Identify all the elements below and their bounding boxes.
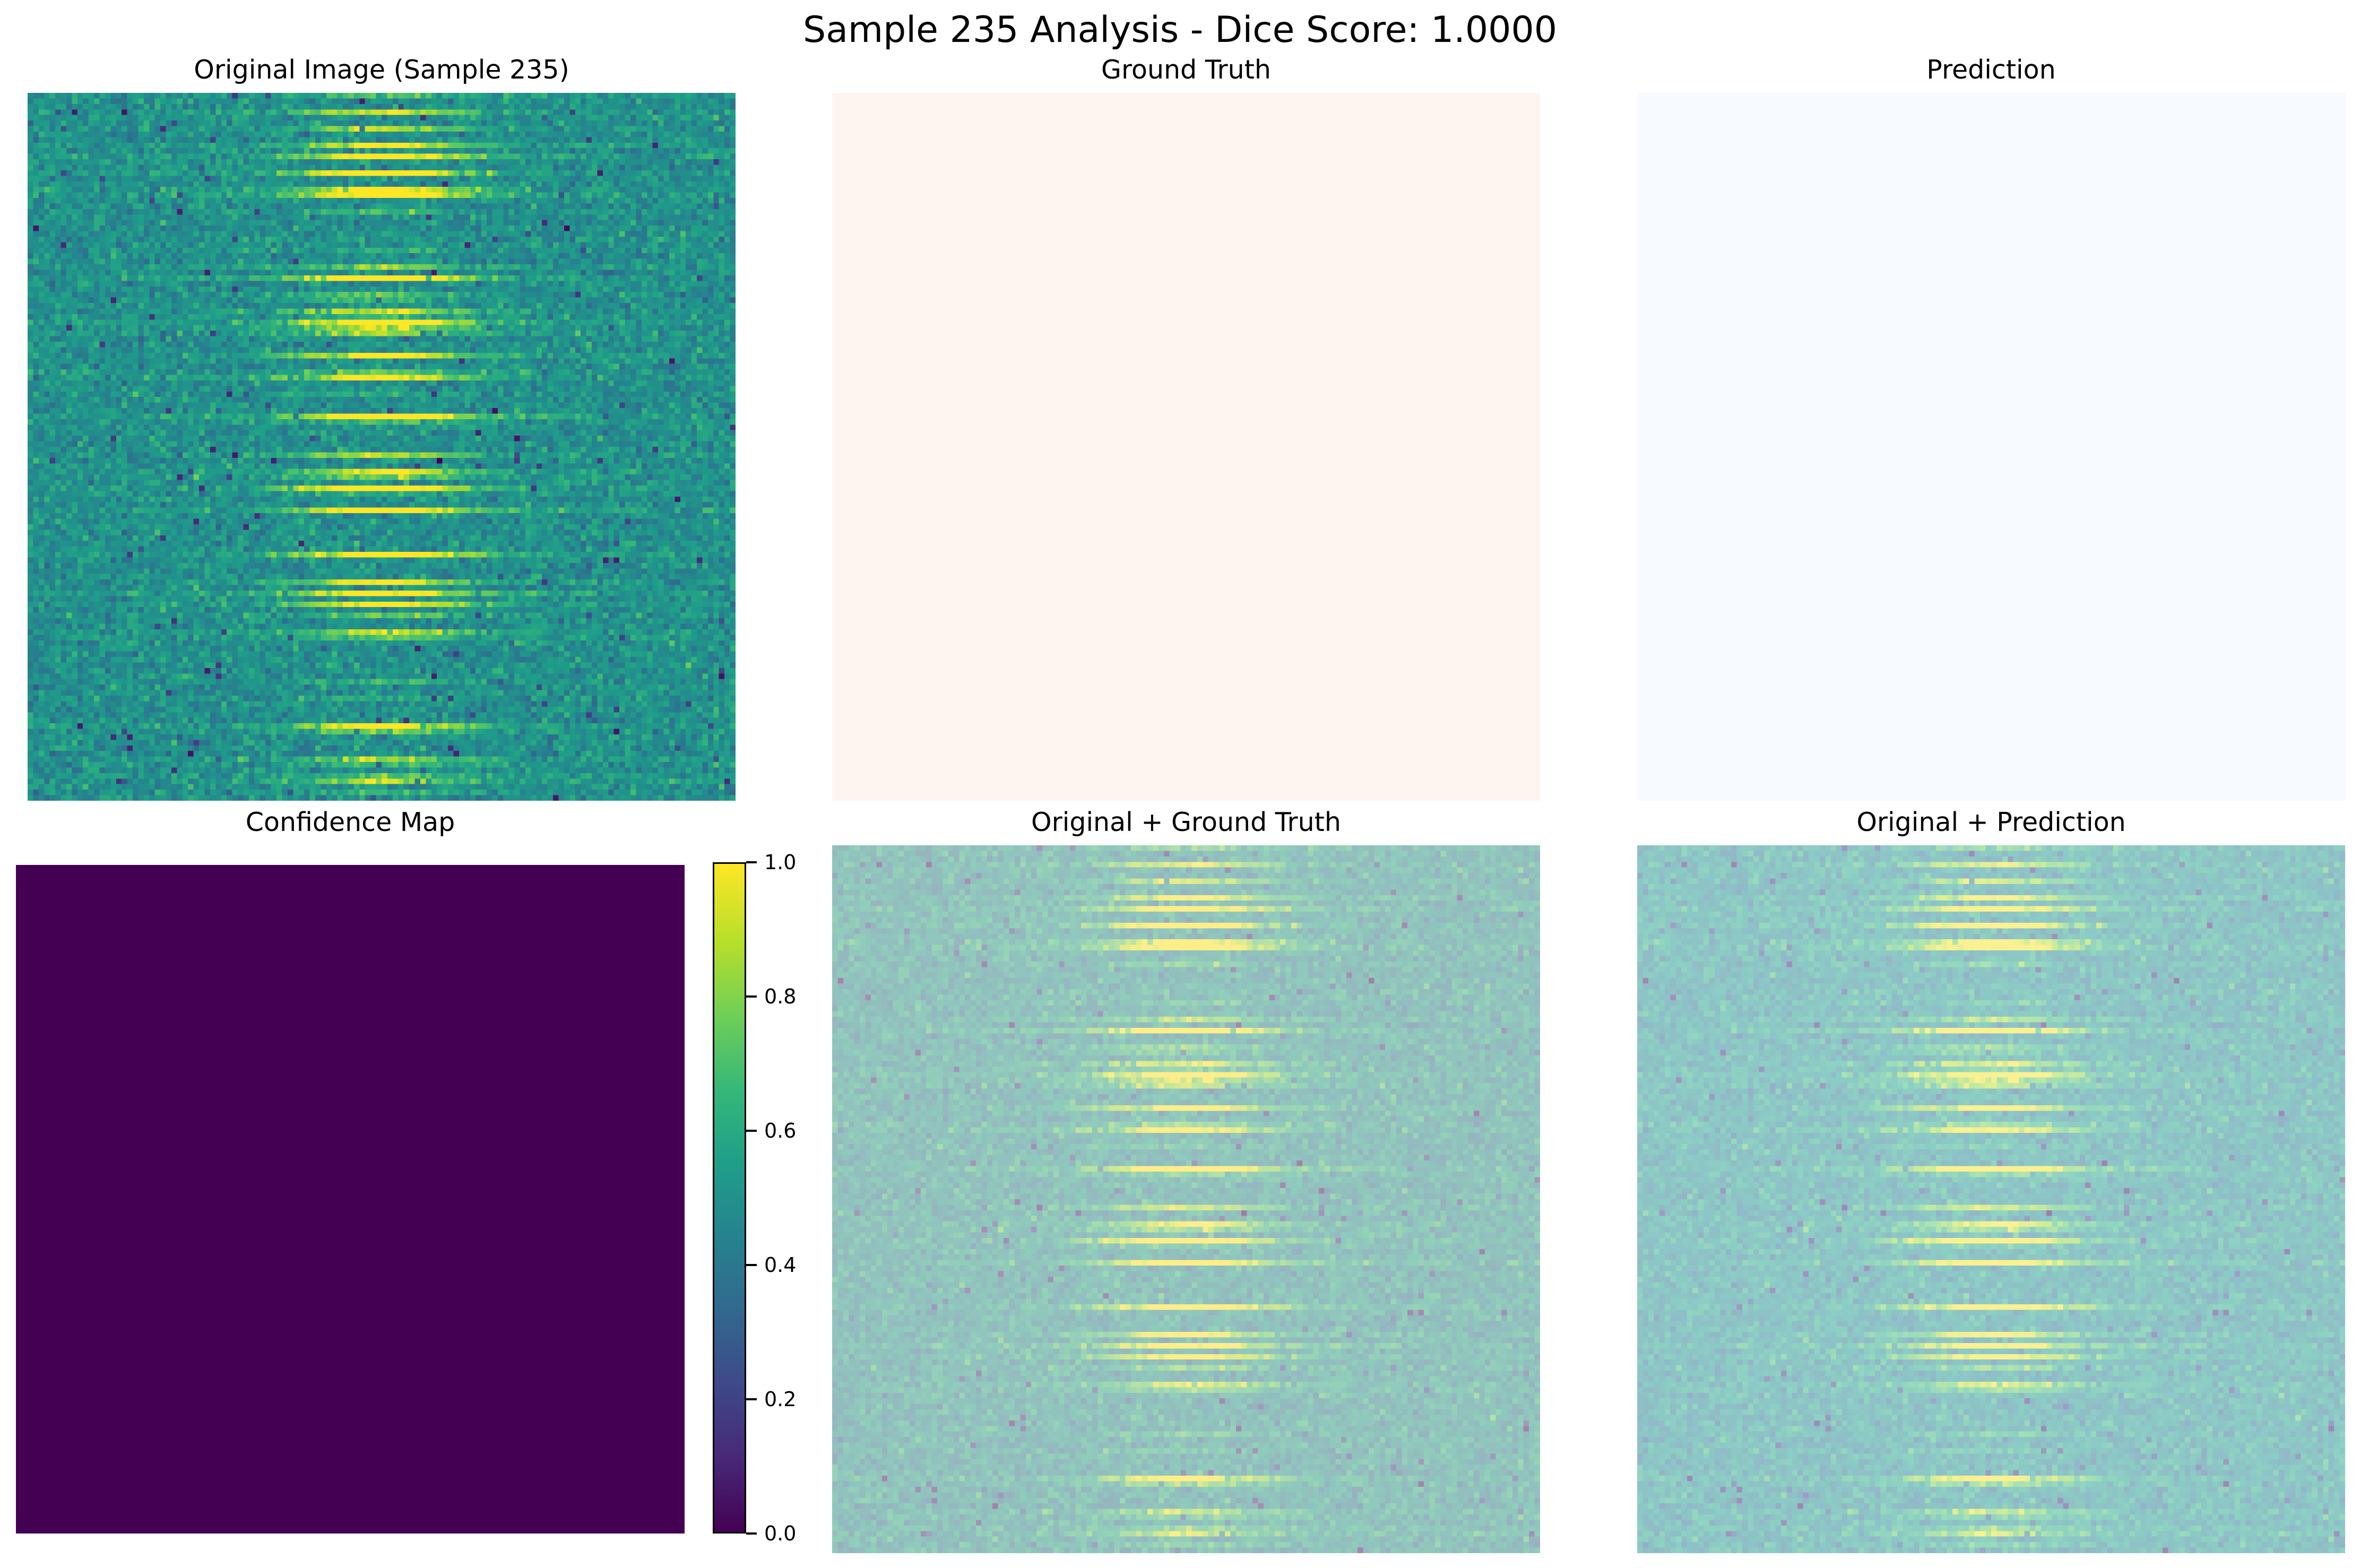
prediction-panel [1637,93,2345,801]
ground-truth-title: Ground Truth [1101,55,1271,85]
overlay-prediction-title: Original + Prediction [1856,807,2126,837]
prediction-tint [1637,845,2345,1553]
colorbar-gradient [713,862,746,1534]
colorbar: 1.0 0.8 0.6 0.4 0.2 0.0 [713,851,796,1545]
confidence-map-title: Confidence Map [245,807,455,837]
ground-truth-tint [832,845,1540,1553]
confidence-map-panel [16,865,685,1534]
colorbar-tick-label: 1.0 [764,851,797,874]
original-image-title: Original Image (Sample 235) [194,55,569,85]
original-image-panel [28,93,736,801]
prediction-title: Prediction [1926,55,2056,85]
ground-truth-panel [832,93,1540,801]
overlay-ground-truth-title: Original + Ground Truth [1031,807,1341,837]
colorbar-tick-label: 0.2 [764,1388,797,1411]
colorbar-tick-label: 0.0 [764,1522,797,1545]
figure-title: Sample 235 Analysis - Dice Score: 1.0000 [803,9,1557,51]
colorbar-tick-label: 0.4 [764,1253,797,1277]
overlay-prediction-panel [1637,845,2345,1553]
overlay-ground-truth-panel [832,845,1540,1553]
original-image-canvas [28,93,736,801]
colorbar-tick-label: 0.6 [764,1119,797,1142]
colorbar-tick-label: 0.8 [764,985,797,1008]
